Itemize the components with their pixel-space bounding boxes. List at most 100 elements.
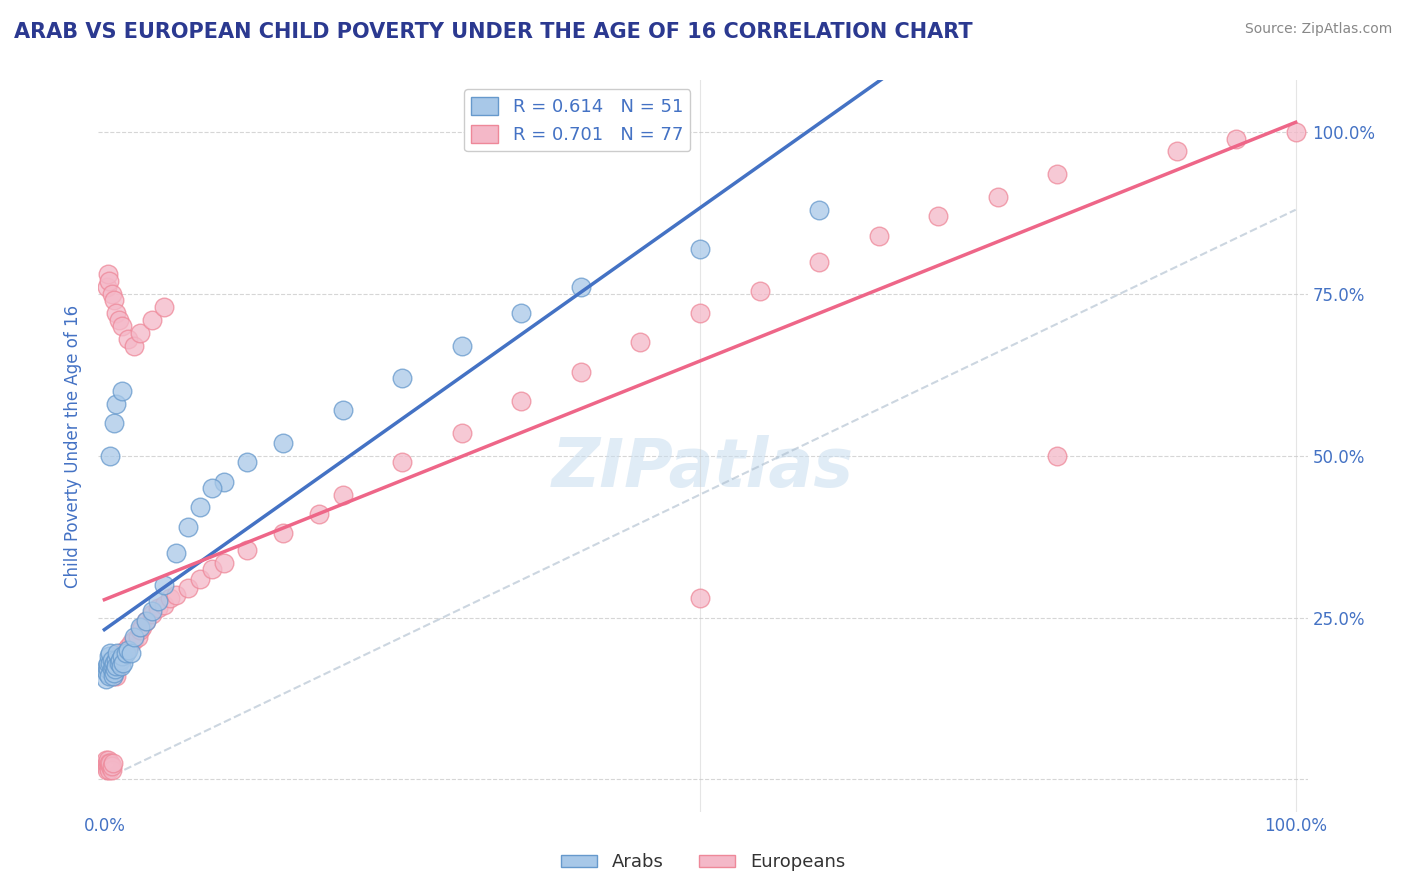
Point (110, 659, 132, 673)
Point (868, 228, 890, 243)
Point (165, 546, 187, 560)
Point (153, 300, 176, 314)
Point (177, 582, 200, 596)
Point (177, 520, 200, 534)
Point (748, 284, 770, 298)
Point (117, 332, 139, 346)
Point (236, 455, 259, 469)
Point (569, 280, 592, 294)
Point (200, 481, 222, 495)
Point (146, 594, 169, 608)
Point (112, 656, 135, 670)
Point (104, 662, 127, 676)
Point (98, 449, 121, 463)
Point (103, 665, 125, 680)
Point (212, 556, 235, 570)
Point (98, 274, 121, 288)
Point (96, 280, 118, 294)
Point (107, 656, 129, 670)
Point (111, 649, 134, 664)
Point (391, 455, 413, 469)
Point (122, 633, 145, 648)
Point (510, 306, 533, 320)
Point (689, 591, 711, 606)
Point (159, 591, 181, 606)
Point (111, 649, 134, 664)
Point (987, 190, 1010, 204)
Point (569, 365, 592, 379)
Point (153, 598, 176, 612)
Point (689, 242, 711, 256)
Point (96, 665, 118, 680)
Point (308, 507, 330, 521)
Point (94, 759, 117, 773)
Point (107, 652, 129, 666)
Point (98, 763, 121, 777)
Point (98, 756, 121, 771)
Text: ARAB VS EUROPEAN CHILD POVERTY UNDER THE AGE OF 16 CORRELATION CHART: ARAB VS EUROPEAN CHILD POVERTY UNDER THE… (14, 22, 973, 42)
Point (141, 604, 163, 618)
Point (271, 435, 294, 450)
Point (96, 659, 118, 673)
Point (630, 335, 652, 350)
Point (100, 759, 122, 773)
Point (1225, 131, 1247, 145)
Point (1285, 125, 1308, 139)
Point (131, 620, 153, 634)
Point (103, 656, 125, 670)
Text: ZIPatlas: ZIPatlas (553, 435, 853, 501)
Point (120, 646, 142, 660)
Point (689, 306, 711, 320)
Point (105, 659, 128, 673)
Point (103, 293, 125, 308)
Point (100, 662, 122, 676)
Point (98, 646, 121, 660)
Point (129, 326, 152, 340)
Point (129, 624, 152, 638)
Point (111, 384, 134, 398)
Point (105, 669, 128, 683)
Point (94, 672, 117, 686)
Point (100, 652, 122, 666)
Point (165, 588, 187, 602)
Point (108, 652, 131, 666)
Point (117, 640, 139, 654)
Point (96, 756, 118, 771)
Point (105, 397, 128, 411)
Point (101, 756, 124, 771)
Point (129, 620, 152, 634)
Point (212, 475, 235, 489)
Y-axis label: Child Poverty Under the Age of 16: Child Poverty Under the Age of 16 (65, 304, 83, 588)
Point (103, 662, 125, 676)
Point (112, 646, 135, 660)
Point (1046, 167, 1069, 181)
Point (927, 209, 949, 223)
Point (135, 614, 157, 628)
Point (101, 659, 124, 673)
Point (122, 630, 145, 644)
Point (100, 286, 122, 301)
Point (98, 756, 121, 771)
Point (107, 312, 129, 326)
Point (120, 636, 142, 650)
Point (141, 312, 163, 326)
Point (188, 572, 211, 586)
Point (450, 339, 472, 353)
Point (1046, 449, 1069, 463)
Point (104, 659, 127, 673)
Point (110, 652, 132, 666)
Point (97, 656, 120, 670)
Point (105, 659, 128, 673)
Point (332, 487, 354, 501)
Point (98, 759, 121, 773)
Point (114, 643, 136, 657)
Point (808, 202, 831, 217)
Point (104, 665, 127, 680)
Point (1166, 145, 1188, 159)
Point (117, 643, 139, 657)
Point (122, 339, 145, 353)
Point (114, 646, 136, 660)
Point (141, 607, 163, 622)
Point (101, 669, 124, 683)
Point (271, 526, 294, 541)
